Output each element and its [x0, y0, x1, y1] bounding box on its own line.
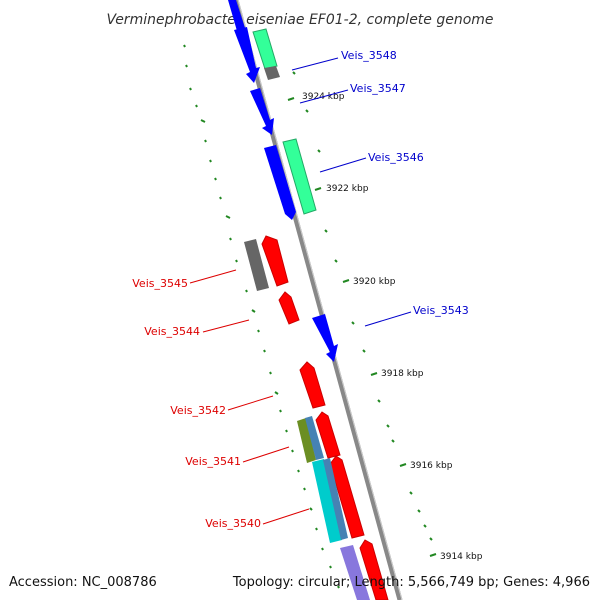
- top-genes: [228, 0, 260, 83]
- forward-gene-leaders: [291, 57, 412, 327]
- gene-bottom-violet: [340, 545, 370, 600]
- gene-veis-3548-cds: [252, 28, 278, 70]
- gene-label-veis-3542: Veis_3542: [170, 404, 226, 417]
- gene-veis-3548-annot: [264, 66, 280, 80]
- gene-label-veis-3544: Veis_3544: [144, 325, 200, 338]
- gene-label-veis-3543: Veis_3543: [413, 304, 469, 317]
- forward-gene-labels: Veis_3548 Veis_3547 Veis_3546 Veis_3543: [341, 49, 469, 317]
- forward-genes: [250, 28, 338, 362]
- kbp-label: 3920 kbp: [353, 277, 396, 287]
- gene-veis-3541-steel: [305, 416, 324, 460]
- gene-label-veis-3545: Veis_3545: [132, 277, 188, 290]
- gene-veis-3541-cds-a: [315, 411, 341, 459]
- gene-veis-3540-steel: [323, 458, 348, 540]
- outer-major-ticks: [287, 97, 437, 557]
- genome-summary-text: Topology: circular; Length: 5,566,749 bp…: [232, 575, 590, 590]
- gene-veis-3545-annot: [244, 239, 269, 291]
- gene-label-veis-3547: Veis_3547: [350, 82, 406, 95]
- gene-label-veis-3548: Veis_3548: [341, 49, 397, 62]
- gene-veis-3543-cds: [312, 314, 338, 362]
- kbp-label: 3914 kbp: [440, 552, 483, 562]
- gene-label-veis-3540: Veis_3540: [205, 517, 261, 530]
- gene-veis-3546-annot: [264, 145, 296, 220]
- gene-bottom-red: [359, 539, 389, 600]
- reverse-genes: [244, 235, 389, 600]
- gene-veis-3546-cds: [282, 138, 317, 215]
- gene-veis-3544-cds: [278, 291, 300, 325]
- gene-veis-3547-cds: [250, 88, 274, 135]
- kbp-label: 3918 kbp: [381, 369, 424, 379]
- map-title: Verminephrobacter eiseniae EF01-2, compl…: [106, 12, 493, 28]
- accession-text: Accession: NC_008786: [9, 575, 157, 590]
- gene-veis-3542-cds: [299, 361, 326, 409]
- kbp-label: 3916 kbp: [410, 461, 453, 471]
- gene-label-veis-3546: Veis_3546: [368, 151, 424, 164]
- inner-tick-arc: [183, 44, 340, 589]
- gene-label-veis-3541: Veis_3541: [185, 455, 241, 468]
- gene-veis-3541-annot: [297, 418, 316, 463]
- gene-veis-3540-cds: [329, 455, 365, 539]
- gene-veis-3545-cds: [261, 235, 289, 287]
- reverse-gene-labels: Veis_3545 Veis_3544 Veis_3542 Veis_3541 …: [132, 277, 261, 530]
- outer-tick-arc: [292, 71, 433, 541]
- reverse-gene-leaders: [189, 269, 310, 525]
- kbp-label: 3922 kbp: [326, 184, 369, 194]
- gene-veis-3540-annot: [312, 459, 342, 543]
